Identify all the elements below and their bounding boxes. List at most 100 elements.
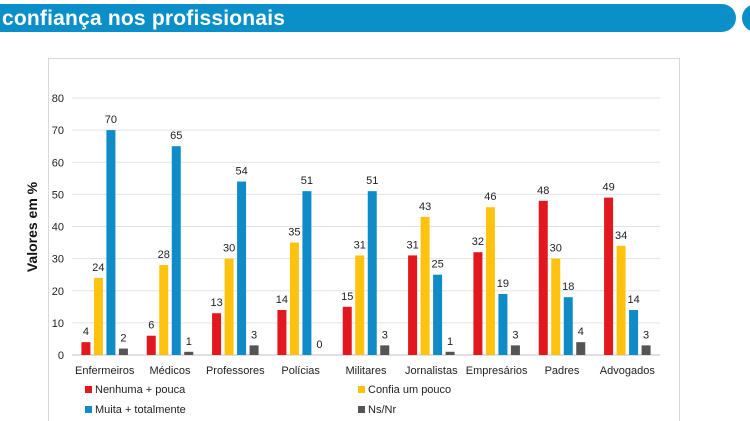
data-label: 24 bbox=[92, 262, 104, 274]
data-label: 30 bbox=[223, 243, 235, 255]
bar bbox=[408, 255, 418, 355]
bar bbox=[433, 274, 443, 355]
data-label: 18 bbox=[562, 281, 574, 293]
bar bbox=[604, 197, 614, 355]
data-label: 15 bbox=[341, 291, 353, 303]
data-label: 49 bbox=[602, 182, 614, 194]
bar bbox=[498, 293, 508, 355]
data-label: 3 bbox=[382, 329, 388, 341]
data-label: 32 bbox=[472, 236, 484, 248]
data-label: 1 bbox=[447, 336, 453, 348]
bar bbox=[171, 146, 181, 355]
data-label: 6 bbox=[148, 320, 154, 332]
x-tick-label: Jornalistas bbox=[405, 365, 458, 377]
data-label: 70 bbox=[105, 114, 117, 126]
bar bbox=[224, 258, 234, 355]
data-label: 31 bbox=[406, 239, 418, 251]
x-tick-label: Professores bbox=[206, 365, 265, 377]
data-label: 48 bbox=[537, 185, 549, 197]
data-label: 65 bbox=[170, 130, 182, 142]
data-label: 51 bbox=[366, 175, 378, 187]
data-label: 3 bbox=[251, 329, 257, 341]
bar bbox=[538, 200, 548, 355]
x-tick-label: Empresários bbox=[466, 365, 528, 377]
bar bbox=[563, 297, 573, 355]
bar bbox=[212, 313, 222, 355]
bar bbox=[342, 306, 352, 355]
legend-swatch bbox=[85, 386, 92, 393]
bar bbox=[576, 342, 586, 355]
bar bbox=[159, 265, 169, 355]
bar bbox=[106, 130, 116, 355]
bar bbox=[355, 255, 365, 355]
data-label: 28 bbox=[158, 249, 170, 261]
y-axis-label: Valores em % bbox=[24, 181, 40, 272]
x-tick-label: Polícias bbox=[281, 365, 320, 377]
title-bubble bbox=[742, 4, 750, 32]
bar bbox=[81, 342, 91, 355]
y-tick-label: 60 bbox=[52, 157, 64, 169]
bar bbox=[184, 351, 194, 355]
data-label: 0 bbox=[316, 339, 322, 351]
data-label: 3 bbox=[643, 329, 649, 341]
bar bbox=[616, 245, 626, 355]
page-title: confiança nos profissionais bbox=[2, 7, 286, 30]
data-label: 35 bbox=[288, 227, 300, 239]
y-tick-label: 50 bbox=[52, 189, 64, 201]
y-tick-label: 40 bbox=[52, 222, 64, 234]
legend-swatch bbox=[358, 406, 365, 413]
title-bar: confiança nos profissionais bbox=[0, 4, 736, 32]
y-tick-label: 70 bbox=[52, 125, 64, 137]
bar bbox=[289, 242, 299, 355]
bar bbox=[237, 181, 247, 355]
data-label: 14 bbox=[627, 294, 639, 306]
bar bbox=[380, 345, 390, 355]
legend-label: Nenhuma + pouca bbox=[95, 384, 186, 396]
x-tick-label: Militares bbox=[346, 365, 387, 377]
data-label: 46 bbox=[484, 191, 496, 203]
bar bbox=[641, 345, 651, 355]
legend-label: Confia um pouco bbox=[368, 384, 451, 396]
bar bbox=[551, 258, 561, 355]
data-label: 19 bbox=[497, 278, 509, 290]
data-label: 30 bbox=[550, 243, 562, 255]
bar bbox=[118, 348, 128, 355]
bar bbox=[367, 191, 377, 355]
bar bbox=[473, 252, 483, 355]
legend-label: Muita + totalmente bbox=[95, 404, 186, 416]
data-label: 54 bbox=[235, 166, 247, 178]
data-label: 34 bbox=[615, 230, 627, 242]
bar bbox=[146, 335, 156, 355]
data-label: 25 bbox=[431, 259, 443, 271]
data-label: 31 bbox=[354, 239, 366, 251]
data-label: 43 bbox=[419, 201, 431, 213]
data-label: 4 bbox=[83, 326, 89, 338]
data-label: 3 bbox=[512, 329, 518, 341]
data-label: 4 bbox=[578, 326, 584, 338]
data-label: 13 bbox=[210, 297, 222, 309]
bar bbox=[93, 277, 103, 355]
chart-panel bbox=[48, 58, 680, 421]
x-tick-label: Médicos bbox=[150, 365, 191, 377]
legend-swatch bbox=[358, 386, 365, 393]
bar bbox=[302, 191, 312, 355]
data-label: 1 bbox=[186, 336, 192, 348]
legend-label: Ns/Nr bbox=[368, 404, 396, 416]
x-tick-label: Advogados bbox=[600, 365, 656, 377]
bar bbox=[485, 207, 495, 355]
y-tick-label: 0 bbox=[58, 350, 64, 362]
bar bbox=[510, 345, 520, 355]
bar bbox=[420, 216, 430, 355]
data-label: 2 bbox=[120, 333, 126, 345]
y-tick-label: 80 bbox=[52, 93, 64, 105]
data-label: 14 bbox=[276, 294, 288, 306]
bar bbox=[277, 310, 287, 355]
legend-swatch bbox=[85, 406, 92, 413]
data-label: 51 bbox=[301, 175, 313, 187]
bar bbox=[629, 310, 639, 355]
y-tick-label: 10 bbox=[52, 318, 64, 330]
x-tick-label: Padres bbox=[545, 365, 580, 377]
y-tick-label: 30 bbox=[52, 254, 64, 266]
y-tick-label: 20 bbox=[52, 286, 64, 298]
